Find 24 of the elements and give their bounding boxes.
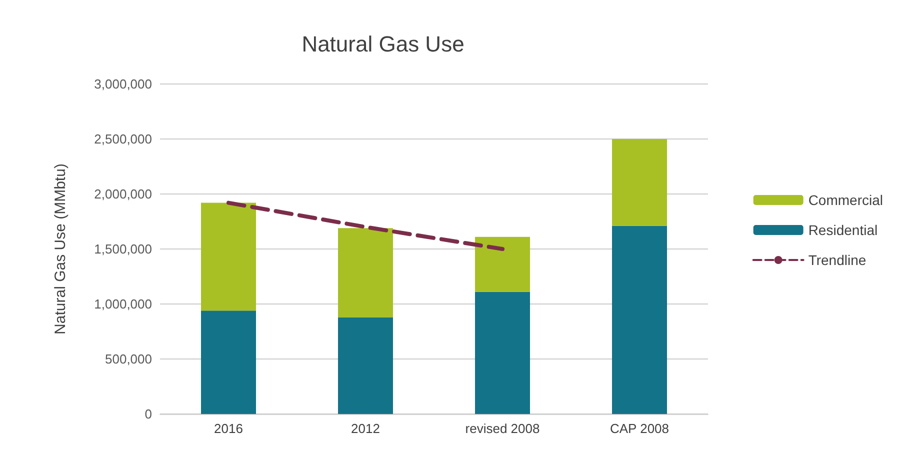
bar [201, 202, 256, 311]
legend-label: Residential [808, 222, 878, 238]
bar [475, 292, 530, 414]
y-tick-label: 3,000,000 [94, 76, 152, 92]
legend-label: Trendline [808, 252, 866, 268]
legend-label: Commercial [808, 192, 884, 208]
bar [338, 228, 393, 318]
x-tick-label: 2016 [214, 421, 243, 436]
y-tick-label: 2,500,000 [94, 132, 152, 146]
chart-title: Natural Gas Use [302, 32, 464, 56]
y-axis-title: Natural Gas Use (MMbtu) [52, 164, 69, 334]
x-tick-label: CAP 2008 [610, 421, 670, 436]
bar [338, 317, 393, 414]
x-tick-label: 2012 [351, 421, 380, 436]
y-tick-label: 500,000 [105, 352, 152, 366]
bar [201, 310, 256, 414]
y-tick-label: 1,000,000 [94, 296, 152, 312]
bar [612, 139, 667, 226]
y-tick-label: 2,000,000 [94, 186, 152, 202]
x-tick-label: revised 2008 [465, 421, 540, 436]
y-tick-label: 0 [144, 406, 152, 422]
y-tick-label: 1,500,000 [94, 242, 152, 256]
bar [475, 236, 530, 292]
bar [612, 226, 667, 414]
